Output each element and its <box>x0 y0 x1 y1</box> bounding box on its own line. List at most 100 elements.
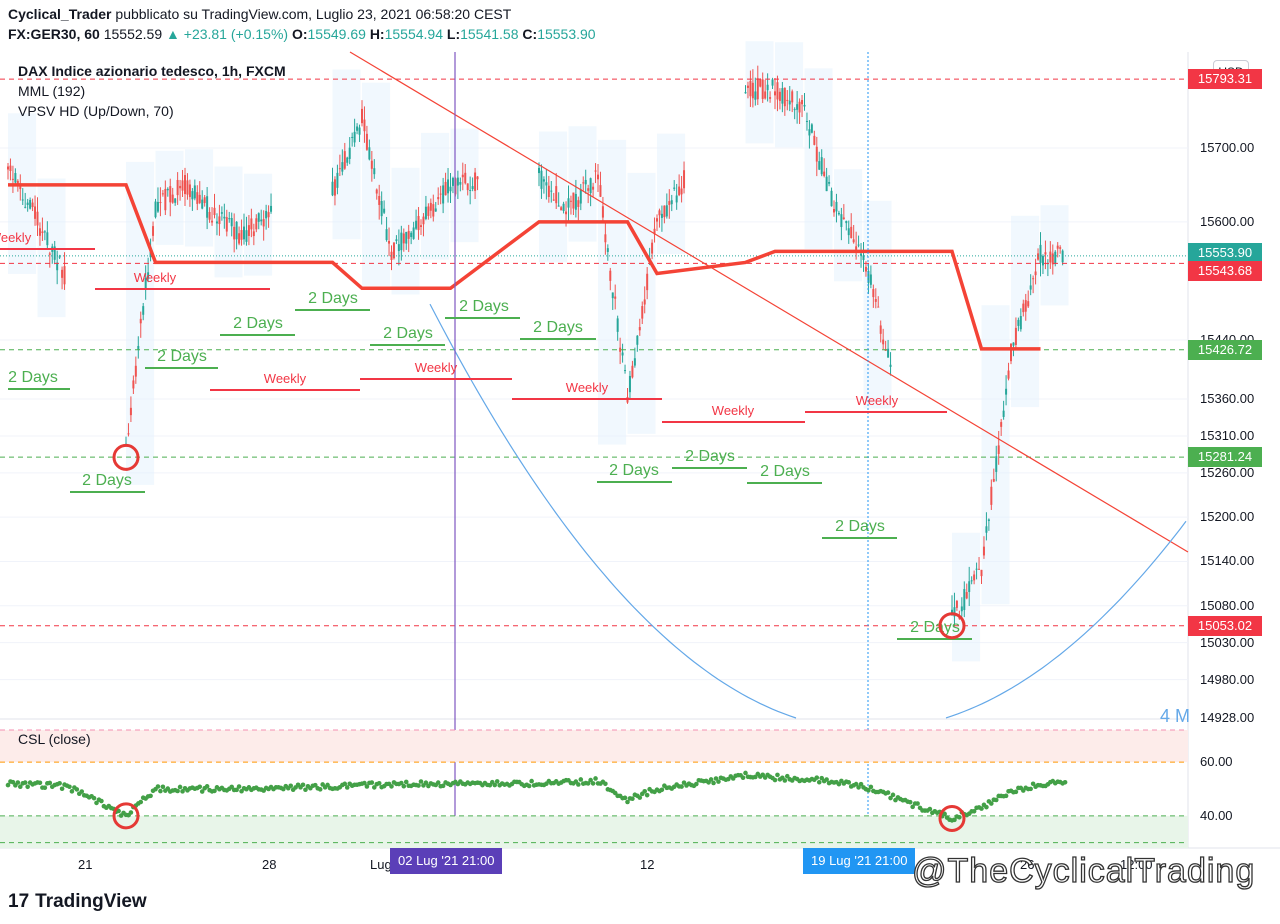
candle-body <box>609 270 612 281</box>
candle-body <box>840 214 843 227</box>
high-value: 15554.94 <box>384 26 443 42</box>
candle-body <box>749 80 752 97</box>
volume-profile-box <box>568 126 597 242</box>
candle-body <box>638 327 641 331</box>
low-label: L: <box>446 26 461 42</box>
candle-body <box>879 325 882 334</box>
brand-name: TradingView <box>35 891 147 912</box>
candle-body <box>660 213 663 218</box>
candle-body <box>36 211 39 226</box>
candles <box>7 65 1064 627</box>
csl-dot <box>177 784 183 790</box>
candle-body <box>38 228 41 236</box>
tradingview-logo-icon: 17 <box>8 891 30 912</box>
csl-dot <box>212 788 217 794</box>
candle-body <box>786 99 789 101</box>
candle-body <box>653 228 656 235</box>
two-days-label: 2 Days <box>609 462 659 479</box>
candle-body <box>1014 327 1017 345</box>
candle-body <box>960 606 963 612</box>
csl-dot <box>116 808 121 814</box>
csl-dot <box>288 783 294 789</box>
candle-body <box>1022 303 1025 313</box>
candle-body <box>965 592 968 599</box>
candle-body <box>206 196 209 218</box>
vpsv-legend[interactable]: VPSV HD (Up/Down, 70) <box>18 103 174 119</box>
candle-body <box>447 179 450 194</box>
candle-body <box>375 189 378 194</box>
candle-body <box>235 221 238 240</box>
candle-body <box>810 124 813 133</box>
price-tick: 14928.00 <box>1200 710 1255 725</box>
candle-body <box>252 231 255 237</box>
candle-body <box>606 248 609 252</box>
candle-body <box>260 219 263 222</box>
csl-dot <box>694 781 699 787</box>
candle-body <box>164 188 167 211</box>
candle-body <box>191 191 194 200</box>
csl-dot <box>199 789 205 794</box>
candle-body <box>624 370 627 372</box>
candle-body <box>601 206 604 218</box>
candle-body <box>855 246 858 250</box>
candle-body <box>203 197 206 204</box>
csl-dot <box>890 792 896 798</box>
csl-dot <box>1013 789 1019 795</box>
csl-dot <box>234 787 239 793</box>
csl-dot <box>679 784 684 789</box>
candle-body <box>171 194 174 203</box>
candle-body <box>361 108 363 124</box>
low-marker-circle <box>112 443 140 471</box>
csl-legend[interactable]: CSL (close) <box>18 731 91 747</box>
candle-body <box>257 213 260 222</box>
candle-body <box>437 197 440 200</box>
candle-body <box>774 91 776 96</box>
csl-dot <box>148 793 153 799</box>
chart-title: DAX Indice azionario tedesco, 1h, FXCM <box>18 63 286 79</box>
author-name[interactable]: Cyclical_Trader <box>8 6 112 22</box>
candle-body <box>390 251 393 261</box>
volume-profile-box <box>804 68 833 249</box>
csl-dot <box>910 804 915 810</box>
candle-body <box>245 230 248 242</box>
candle-body <box>407 230 410 239</box>
candle-body <box>144 278 147 290</box>
candle-body <box>557 205 560 207</box>
candle-body <box>176 179 179 196</box>
csl-dot <box>927 806 933 812</box>
candle-body <box>547 185 550 197</box>
candle-body <box>975 568 978 570</box>
candle-body <box>641 306 644 319</box>
csl-dot <box>99 798 104 804</box>
candle-body <box>174 198 177 203</box>
candle-body <box>973 574 976 581</box>
price-tick: 14980.00 <box>1200 671 1255 687</box>
candle-body <box>887 348 890 358</box>
csl-dot <box>300 782 306 788</box>
csl-dot <box>416 783 421 788</box>
candle-body <box>759 78 762 87</box>
csl-dot <box>708 777 714 782</box>
candle-body <box>1024 300 1027 312</box>
candle-body <box>1059 247 1062 249</box>
candle-body <box>378 195 381 205</box>
csl-dot <box>576 782 581 787</box>
csl-dot <box>885 790 891 795</box>
csl-dot <box>376 780 382 786</box>
price-label: 15793.31 <box>1188 69 1262 90</box>
mml-legend[interactable]: MML (192) <box>18 83 86 99</box>
candle-body <box>41 231 44 234</box>
csl-dot <box>593 776 598 781</box>
price-tick: 15200.00 <box>1200 509 1255 525</box>
candle-body <box>569 200 572 202</box>
csl-dot <box>772 777 778 783</box>
candle-body <box>58 256 61 258</box>
candle-body <box>665 205 668 217</box>
price-tick: 15600.00 <box>1200 213 1255 229</box>
csl-dot <box>625 799 630 805</box>
candle-body <box>1027 301 1030 307</box>
two-days-label: 2 Days <box>157 348 207 365</box>
csl-low-circle <box>938 805 966 832</box>
csl-dot <box>423 780 429 786</box>
